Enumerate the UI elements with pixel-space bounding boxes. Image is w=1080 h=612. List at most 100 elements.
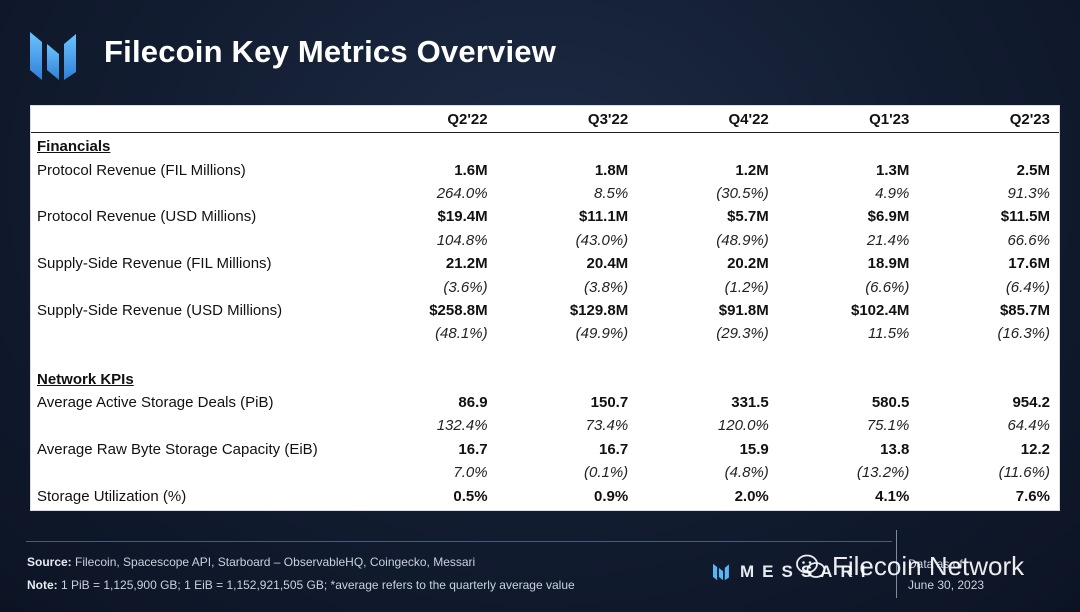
row-label: Protocol Revenue (USD Millions) — [37, 208, 257, 226]
growth-cell: (6.6%) — [865, 278, 910, 296]
value-cell: $129.8M — [569, 301, 629, 319]
empty-label — [31, 414, 356, 437]
spacer-row — [31, 346, 1059, 366]
watermark: Filecoin Network — [796, 551, 1024, 582]
growth-row: 104.8% (43.0%) (48.9%) 21.4% 66.6% — [31, 229, 1059, 252]
value-cell: 1.2M — [735, 161, 769, 179]
section-title-network-kpis: Network KPIs — [37, 370, 134, 388]
growth-row: (48.1%) (49.9%) (29.3%) 11.5% (16.3%) — [31, 322, 1059, 345]
table-header-row: Q2'22 Q3'22 Q4'22 Q1'23 Q2'23 — [31, 106, 1059, 133]
value-cell: 12.2 — [1020, 440, 1050, 458]
value-cell: 17.6M — [1008, 255, 1050, 273]
value-cell: $102.4M — [851, 301, 910, 319]
value-cell: 2.5M — [1016, 161, 1050, 179]
growth-cell: (29.3%) — [716, 325, 769, 343]
value-cell: 20.4M — [586, 255, 629, 273]
empty-label — [31, 322, 356, 345]
column-header: Q4'22 — [637, 106, 778, 133]
value-cell: 15.9 — [739, 440, 769, 458]
value-cell: 21.2M — [445, 255, 488, 273]
value-cell: $85.7M — [999, 301, 1050, 319]
growth-cell: (3.8%) — [584, 278, 629, 296]
table-row: Average Raw Byte Storage Capacity (EiB) … — [31, 438, 1059, 461]
value-cell: $91.8M — [718, 301, 769, 319]
growth-cell: 11.5% — [867, 325, 910, 343]
source-text: Filecoin, Spacescope API, Starboard – Ob… — [71, 555, 476, 569]
row-label: Storage Utilization (%) — [37, 487, 187, 505]
column-header: Q2'23 — [918, 106, 1059, 133]
value-cell: 150.7 — [590, 394, 629, 412]
table-row: Storage Utilization (%) 0.5% 0.9% 2.0% 4… — [31, 484, 1059, 507]
value-cell: 0.5% — [453, 487, 488, 505]
messari-small-logo-icon — [713, 563, 729, 581]
growth-cell: (48.1%) — [435, 325, 488, 343]
growth-cell: (16.3%) — [997, 325, 1050, 343]
column-header: Q3'22 — [496, 106, 638, 133]
growth-cell: (3.6%) — [443, 278, 488, 296]
source-note: Source: Filecoin, Spacescope API, Starbo… — [27, 555, 475, 569]
footer-vertical-divider — [896, 530, 897, 598]
growth-cell: 7.0% — [453, 464, 488, 482]
growth-cell: (30.5%) — [716, 184, 769, 202]
value-cell: 18.9M — [867, 255, 910, 273]
value-cell: $19.4M — [437, 208, 488, 226]
column-header: Q1'23 — [777, 106, 919, 133]
table-row: Average Active Storage Deals (PiB) 86.9 … — [31, 391, 1059, 414]
row-label: Average Raw Byte Storage Capacity (EiB) — [37, 440, 318, 458]
empty-label — [31, 229, 356, 252]
value-cell: 0.9% — [593, 487, 629, 505]
value-cell: $11.1M — [578, 208, 629, 226]
value-cell: 16.7 — [598, 440, 629, 458]
section-header-row: Network KPIs — [31, 366, 1059, 391]
growth-cell: (6.4%) — [1005, 278, 1050, 296]
value-cell: $258.8M — [429, 301, 488, 319]
value-cell: $5.7M — [727, 208, 769, 226]
growth-row: 264.0% 8.5% (30.5%) 4.9% 91.3% — [31, 182, 1059, 205]
growth-cell: 91.3% — [1007, 184, 1050, 202]
empty-label — [31, 461, 356, 484]
growth-row: 7.0% (0.1%) (4.8%) (13.2%) (11.6%) — [31, 461, 1059, 484]
growth-cell: 66.6% — [1007, 231, 1050, 249]
growth-cell: (49.9%) — [575, 325, 629, 343]
footer-divider — [26, 541, 892, 542]
row-label: Supply-Side Revenue (USD Millions) — [37, 301, 283, 319]
growth-cell: 264.0% — [436, 184, 488, 202]
row-label: Average Active Storage Deals (PiB) — [37, 394, 274, 412]
data-as-of-label: Data as of — [908, 557, 963, 571]
value-cell: 1.3M — [876, 161, 910, 179]
section-header-row: Financials — [31, 133, 1059, 159]
note-text: 1 PiB = 1,125,900 GB; 1 EiB = 1,152,921,… — [57, 578, 575, 592]
metrics-table: Q2'22 Q3'22 Q4'22 Q1'23 Q2'23 Financials… — [31, 106, 1059, 508]
growth-row: 132.4% 73.4% 120.0% 75.1% 64.4% — [31, 414, 1059, 437]
value-cell: $6.9M — [867, 208, 910, 226]
page-title: Filecoin Key Metrics Overview — [104, 34, 557, 69]
growth-cell: 75.1% — [866, 417, 910, 435]
growth-cell: 104.8% — [436, 231, 488, 249]
value-cell: 2.0% — [734, 487, 769, 505]
growth-cell: (0.1%) — [584, 464, 629, 482]
value-cell: 954.2 — [1012, 394, 1050, 412]
table-header-empty — [31, 106, 356, 133]
source-label: Source: — [27, 555, 72, 569]
growth-cell: 4.9% — [875, 184, 910, 202]
growth-cell: 73.4% — [585, 417, 629, 435]
table-row: Protocol Revenue (FIL Millions) 1.6M 1.8… — [31, 158, 1059, 181]
value-cell: 20.2M — [727, 255, 769, 273]
row-label: Protocol Revenue (FIL Millions) — [37, 161, 246, 179]
growth-cell: (4.8%) — [724, 464, 769, 482]
row-label: Supply-Side Revenue (FIL Millions) — [37, 255, 272, 273]
value-cell: 7.6% — [1015, 487, 1050, 505]
metrics-table-panel: Q2'22 Q3'22 Q4'22 Q1'23 Q2'23 Financials… — [30, 105, 1060, 511]
growth-cell: (1.2%) — [724, 278, 769, 296]
growth-cell: (13.2%) — [856, 464, 910, 482]
value-cell: 4.1% — [875, 487, 910, 505]
section-title-financials: Financials — [37, 138, 111, 156]
wechat-icon — [796, 554, 826, 578]
messari-logo-icon — [30, 32, 76, 80]
table-row: Supply-Side Revenue (FIL Millions) 21.2M… — [31, 252, 1059, 275]
value-cell: 580.5 — [871, 394, 910, 412]
value-cell: $11.5M — [1000, 208, 1050, 226]
growth-cell: (11.6%) — [998, 464, 1050, 482]
value-cell: 86.9 — [458, 394, 488, 412]
growth-cell: 120.0% — [717, 417, 769, 435]
